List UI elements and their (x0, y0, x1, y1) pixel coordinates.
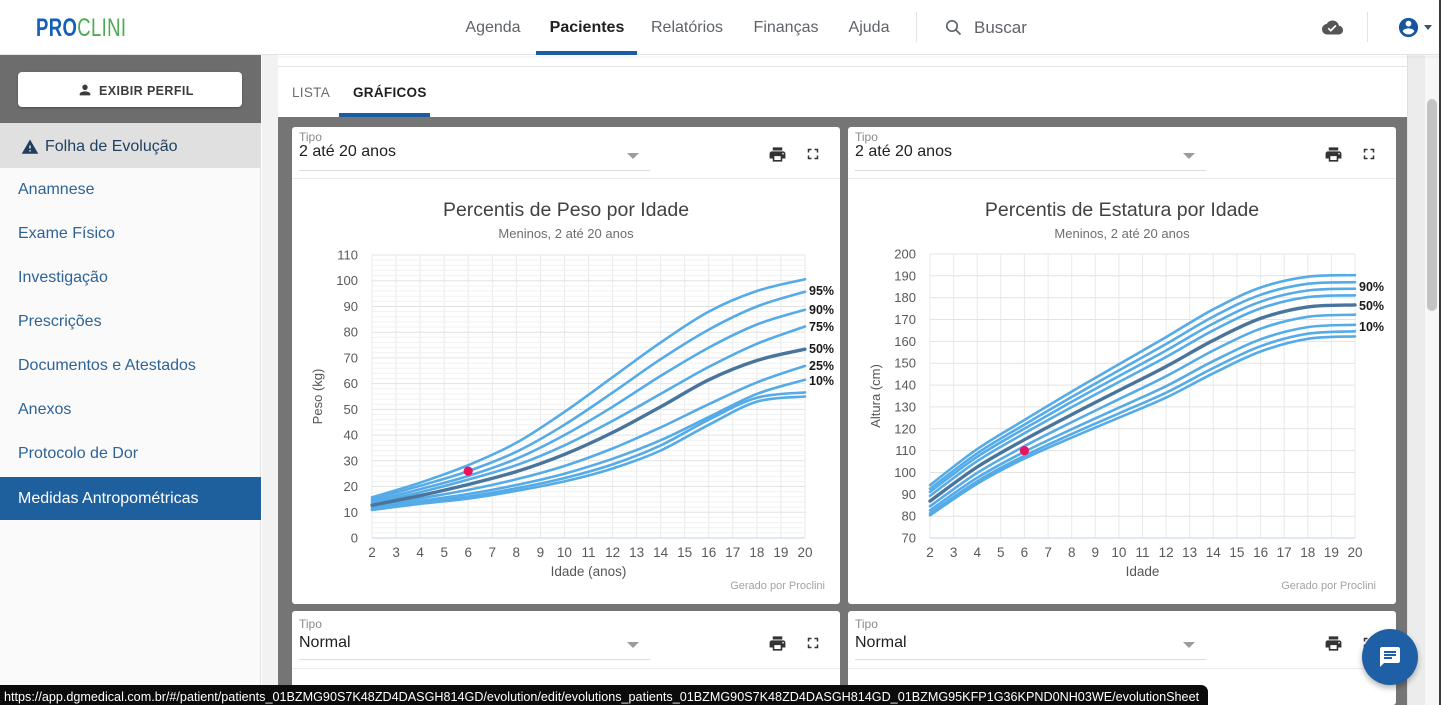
svg-text:16: 16 (701, 545, 716, 560)
svg-text:80: 80 (902, 509, 916, 524)
svg-text:60: 60 (344, 376, 358, 391)
svg-text:11: 11 (1135, 545, 1149, 560)
svg-text:8: 8 (1068, 545, 1076, 560)
svg-text:110: 110 (895, 443, 916, 458)
svg-text:Gerado por Proclini: Gerado por Proclini (1281, 580, 1376, 592)
svg-text:100: 100 (894, 465, 916, 480)
svg-text:30: 30 (344, 453, 358, 468)
svg-text:15: 15 (677, 545, 692, 560)
svg-text:20: 20 (344, 479, 358, 494)
svg-text:4: 4 (416, 545, 424, 560)
svg-text:15: 15 (1229, 545, 1244, 560)
svg-text:7: 7 (1044, 545, 1052, 560)
svg-text:16: 16 (1253, 545, 1268, 560)
svg-text:50: 50 (344, 402, 358, 417)
svg-text:13: 13 (1182, 545, 1197, 560)
svg-text:90%: 90% (1359, 280, 1384, 294)
svg-text:3: 3 (392, 545, 400, 560)
svg-text:2: 2 (368, 545, 376, 560)
svg-text:95%: 95% (809, 284, 834, 298)
svg-text:18: 18 (1300, 545, 1315, 560)
svg-text:0: 0 (351, 531, 358, 546)
svg-text:80: 80 (344, 325, 358, 340)
svg-text:3: 3 (950, 545, 958, 560)
svg-text:50%: 50% (1359, 299, 1384, 313)
svg-text:8: 8 (513, 545, 521, 560)
svg-text:9: 9 (1092, 545, 1100, 560)
svg-text:10: 10 (557, 545, 572, 560)
svg-text:Idade: Idade (1126, 564, 1160, 579)
svg-text:17: 17 (725, 545, 740, 560)
svg-text:10: 10 (1111, 545, 1126, 560)
svg-text:12: 12 (1159, 545, 1174, 560)
svg-text:75%: 75% (809, 320, 834, 334)
svg-text:7: 7 (489, 545, 497, 560)
svg-text:13: 13 (629, 545, 644, 560)
svg-text:Altura (cm): Altura (cm) (868, 364, 883, 428)
svg-text:40: 40 (344, 428, 358, 443)
svg-text:14: 14 (653, 545, 669, 560)
svg-text:Gerado por Proclini: Gerado por Proclini (730, 580, 825, 592)
svg-text:Idade (anos): Idade (anos) (551, 564, 627, 579)
svg-text:10%: 10% (1359, 320, 1384, 334)
svg-text:14: 14 (1206, 545, 1222, 560)
svg-text:20: 20 (797, 545, 812, 560)
svg-text:110: 110 (337, 248, 358, 263)
svg-text:90: 90 (902, 487, 916, 502)
svg-text:5: 5 (440, 545, 448, 560)
svg-text:90%: 90% (809, 303, 834, 317)
svg-text:19: 19 (773, 545, 788, 560)
svg-text:200: 200 (894, 247, 916, 262)
svg-text:10%: 10% (809, 374, 834, 388)
svg-text:4: 4 (973, 545, 981, 560)
svg-text:25%: 25% (809, 359, 834, 373)
svg-text:120: 120 (894, 421, 916, 436)
svg-text:2: 2 (926, 545, 934, 560)
svg-text:130: 130 (894, 399, 916, 414)
svg-text:170: 170 (894, 312, 916, 327)
svg-text:160: 160 (894, 334, 916, 349)
svg-text:70: 70 (902, 531, 916, 546)
svg-text:9: 9 (537, 545, 545, 560)
svg-text:190: 190 (894, 268, 916, 283)
svg-text:70: 70 (344, 350, 358, 365)
svg-text:11: 11 (581, 545, 595, 560)
svg-text:90: 90 (344, 299, 358, 314)
svg-text:100: 100 (336, 273, 358, 288)
svg-text:50%: 50% (809, 342, 834, 356)
svg-text:Peso (kg): Peso (kg) (310, 369, 325, 425)
svg-text:12: 12 (605, 545, 620, 560)
svg-text:6: 6 (464, 545, 472, 560)
svg-text:18: 18 (749, 545, 764, 560)
svg-text:5: 5 (997, 545, 1005, 560)
svg-text:180: 180 (894, 290, 916, 305)
svg-text:17: 17 (1277, 545, 1292, 560)
svg-text:150: 150 (894, 356, 916, 371)
svg-text:10: 10 (344, 505, 358, 520)
svg-text:6: 6 (1021, 545, 1029, 560)
svg-text:140: 140 (894, 378, 916, 393)
svg-text:20: 20 (1347, 545, 1362, 560)
svg-text:19: 19 (1324, 545, 1339, 560)
